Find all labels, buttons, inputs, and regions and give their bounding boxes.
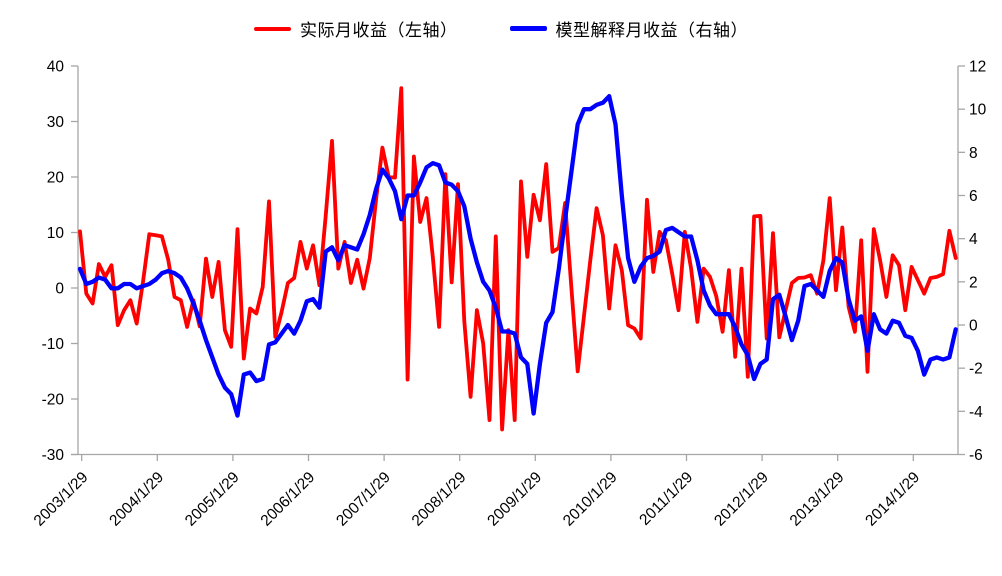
y-axis-left-tick-label: 0 (55, 281, 64, 298)
series-actual-line (78, 86, 958, 432)
x-axis-tick-label: 2010/1/29 (560, 469, 621, 530)
y-axis-right-tick-label: 10 (969, 102, 987, 119)
legend-item-model: 模型解释月收益（右轴） (509, 16, 749, 41)
y-axis-left-tick-label: 20 (47, 170, 65, 187)
x-axis-tick-label: 2013/1/29 (787, 469, 848, 530)
y-axis-left-tick-label: -10 (42, 336, 65, 353)
y-axis-right-tick-label: 0 (969, 318, 978, 335)
y-axis-left-tick-label: -20 (42, 392, 65, 409)
y-axis-left-tick-label: 30 (47, 114, 65, 131)
y-axis-right-tick-label: -2 (969, 361, 983, 378)
legend-swatch-actual (254, 26, 291, 31)
x-axis-tick-label: 2009/1/29 (484, 469, 545, 530)
legend: 实际月收益（左轴） 模型解释月收益（右轴） (0, 16, 1002, 41)
x-axis-tick-label: 2014/1/29 (862, 469, 923, 530)
y-axis-right-tick-label: 8 (969, 145, 978, 162)
y-axis-right-tick-label: -4 (969, 404, 983, 421)
y-axis-right-tick-label: 6 (969, 188, 978, 205)
y-axis-left-tick-label: -30 (42, 447, 65, 464)
legend-item-actual: 实际月收益（左轴） (254, 16, 458, 41)
series-model-line (77, 94, 958, 418)
y-axis-right-tick-label: 12 (969, 59, 986, 76)
x-axis-tick-label: 2008/1/29 (409, 469, 470, 530)
y-axis-left-tick-label: 10 (47, 225, 65, 242)
legend-label-actual: 实际月收益（左轴） (300, 21, 458, 40)
x-axis-tick-label: 2011/1/29 (636, 469, 696, 529)
x-axis-tick-label: 2005/1/29 (182, 469, 243, 530)
legend-label-model: 模型解释月收益（右轴） (555, 21, 748, 40)
y-axis-right-tick-label: 2 (969, 274, 978, 291)
x-axis-tick-label: 2007/1/29 (333, 469, 394, 530)
x-axis-tick-label: 2006/1/29 (258, 469, 319, 530)
legend-swatch-model (509, 26, 547, 31)
x-axis-tick-label: 2012/1/29 (711, 469, 772, 530)
x-axis-tick-label: 2004/1/29 (106, 469, 167, 530)
x-axis-tick-label: 2003/1/29 (31, 469, 92, 530)
y-axis-right-tick-label: 4 (969, 231, 978, 248)
y-axis-left-tick-label: 40 (47, 59, 65, 76)
y-axis-right-tick-label: -6 (969, 447, 983, 464)
